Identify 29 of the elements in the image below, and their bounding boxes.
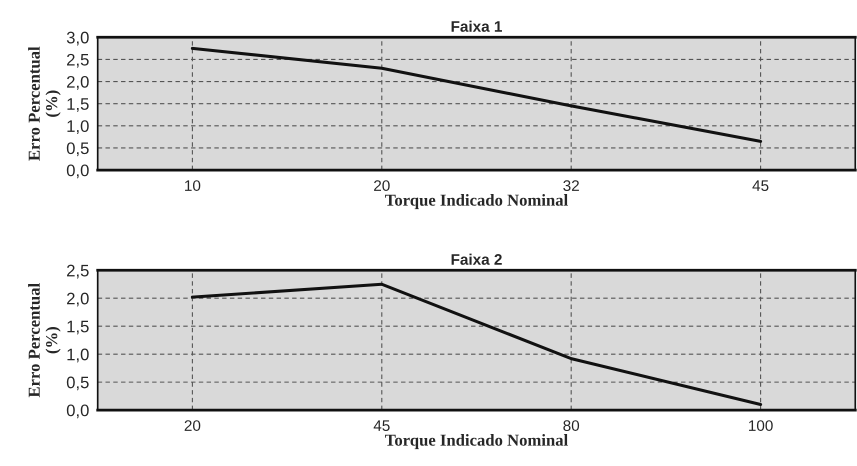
x-axis-title: Torque Indicado Nominal	[385, 194, 568, 210]
y-tick-label: 3,0	[66, 32, 89, 46]
y-axis-title: Erro Percentual (%)	[28, 46, 61, 161]
y-tick-label: 0,5	[66, 142, 89, 156]
y-tick-label: 1,0	[67, 348, 89, 362]
x-tick-label: 32	[563, 180, 579, 192]
x-tick-label: 20	[374, 180, 390, 192]
x-tick-label: 45	[374, 420, 390, 432]
chart-title: Faixa 2	[452, 254, 502, 265]
y-tick-label: 1,0	[67, 120, 89, 134]
x-axis-title: Torque Indicado Nominal	[385, 434, 568, 450]
chart-title: Faixa 1	[452, 20, 502, 32]
y-tick-label: 1,5	[67, 320, 89, 334]
x-tick-label: 45	[752, 180, 768, 192]
x-tick-label: 10	[185, 180, 200, 192]
x-tick-label: 80	[563, 420, 580, 432]
line-series	[190, 282, 762, 406]
y-tick-label: 0,5	[66, 376, 89, 390]
y-axis-title: Erro Percentual (%)	[28, 283, 61, 398]
y-tick-label: 0,0	[66, 164, 89, 178]
line-series	[190, 46, 762, 143]
y-tick-label: 2,0	[67, 292, 89, 306]
x-tick-label: 100	[749, 420, 773, 432]
y-tick-label: 2,5	[67, 54, 89, 68]
y-tick-label: 1,5	[67, 98, 89, 112]
y-tick-label: 0,0	[66, 404, 89, 418]
y-tick-label: 2,5	[67, 264, 89, 278]
x-tick-label: 20	[184, 420, 200, 432]
y-tick-label: 2,0	[67, 76, 89, 90]
